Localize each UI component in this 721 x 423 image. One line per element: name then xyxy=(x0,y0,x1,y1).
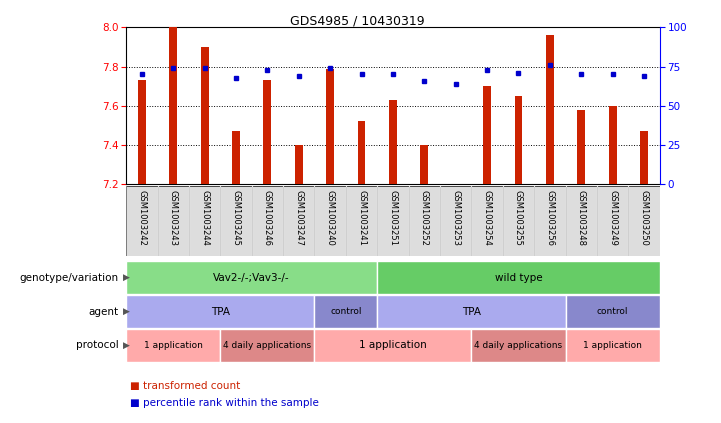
Text: GSM1003251: GSM1003251 xyxy=(389,190,397,245)
Text: GSM1003243: GSM1003243 xyxy=(169,190,178,246)
Text: GDS4985 / 10430319: GDS4985 / 10430319 xyxy=(290,15,424,28)
Bar xyxy=(295,145,303,184)
Bar xyxy=(232,131,240,184)
Text: GSM1003255: GSM1003255 xyxy=(514,190,523,245)
Text: 4 daily applications: 4 daily applications xyxy=(474,341,562,350)
Bar xyxy=(546,35,554,184)
Text: GSM1003241: GSM1003241 xyxy=(357,190,366,245)
Bar xyxy=(640,131,648,184)
Text: GSM1003246: GSM1003246 xyxy=(263,190,272,246)
Text: GSM1003247: GSM1003247 xyxy=(294,190,304,246)
Bar xyxy=(515,96,523,184)
Text: GSM1003256: GSM1003256 xyxy=(545,190,554,246)
Bar xyxy=(221,329,314,362)
Text: ▶: ▶ xyxy=(123,341,130,350)
Bar xyxy=(377,295,565,328)
Text: control: control xyxy=(597,307,629,316)
Bar xyxy=(472,329,565,362)
Text: 1 application: 1 application xyxy=(583,341,642,350)
Text: GSM1003245: GSM1003245 xyxy=(231,190,241,245)
Bar xyxy=(327,69,334,184)
Bar xyxy=(565,295,660,328)
Bar xyxy=(389,100,397,184)
Bar xyxy=(483,86,491,184)
Text: TPA: TPA xyxy=(211,307,230,316)
Text: 1 application: 1 application xyxy=(359,341,427,350)
Bar xyxy=(420,145,428,184)
Text: Vav2-/-;Vav3-/-: Vav2-/-;Vav3-/- xyxy=(213,273,290,283)
Text: GSM1003252: GSM1003252 xyxy=(420,190,429,245)
Bar xyxy=(138,80,146,184)
Text: GSM1003248: GSM1003248 xyxy=(577,190,585,246)
Text: ▶: ▶ xyxy=(123,273,130,282)
Text: control: control xyxy=(330,307,362,316)
Bar xyxy=(314,295,377,328)
Bar xyxy=(314,329,472,362)
Text: genotype/variation: genotype/variation xyxy=(20,273,119,283)
Text: 4 daily applications: 4 daily applications xyxy=(224,341,311,350)
Text: GSM1003242: GSM1003242 xyxy=(138,190,146,245)
Bar xyxy=(263,80,271,184)
Bar xyxy=(126,295,314,328)
Bar xyxy=(609,106,616,184)
Bar xyxy=(126,329,221,362)
Text: GSM1003249: GSM1003249 xyxy=(608,190,617,245)
Text: GSM1003253: GSM1003253 xyxy=(451,190,460,246)
Text: wild type: wild type xyxy=(495,273,542,283)
Text: 1 application: 1 application xyxy=(143,341,203,350)
Text: GSM1003240: GSM1003240 xyxy=(326,190,335,245)
Bar xyxy=(578,110,585,184)
Bar xyxy=(169,27,177,184)
Text: TPA: TPA xyxy=(462,307,481,316)
Bar xyxy=(358,121,366,184)
Text: ■ percentile rank within the sample: ■ percentile rank within the sample xyxy=(130,398,319,408)
Bar xyxy=(565,329,660,362)
Bar xyxy=(200,47,208,184)
Text: agent: agent xyxy=(89,307,119,316)
Text: protocol: protocol xyxy=(76,341,119,350)
Bar xyxy=(377,261,660,294)
Bar xyxy=(126,261,377,294)
Text: GSM1003254: GSM1003254 xyxy=(482,190,492,245)
Text: GSM1003244: GSM1003244 xyxy=(200,190,209,245)
Text: GSM1003250: GSM1003250 xyxy=(640,190,648,245)
Text: ▶: ▶ xyxy=(123,307,130,316)
Text: ■ transformed count: ■ transformed count xyxy=(130,381,240,391)
